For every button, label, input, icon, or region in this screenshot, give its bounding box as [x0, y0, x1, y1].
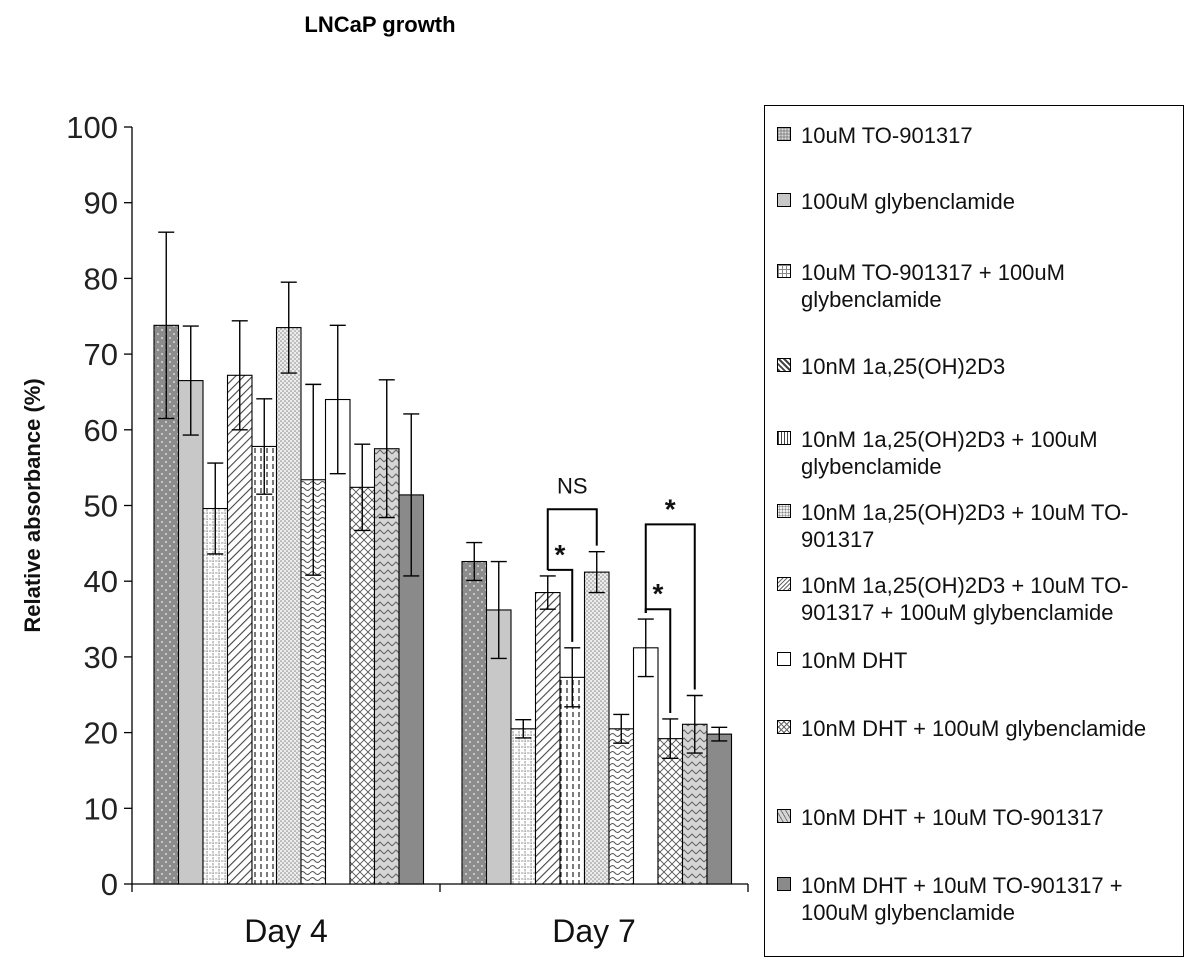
bar-chart: 0 10 20 30 40 50 60 70 80 90 100 Day 4 Day 7 Relative…: [20, 110, 749, 949]
y-tick-label: 60: [84, 413, 118, 448]
bar: [226, 374, 253, 885]
chart-title: LNCaP growth: [304, 12, 456, 37]
bar: [202, 507, 229, 885]
significance-bracket: [546, 508, 598, 570]
legend-swatch: [777, 358, 791, 372]
legend-label: 10nM DHT + 100uM glybenclamide: [801, 716, 1147, 741]
significance-annotations: NS * * *: [546, 473, 696, 713]
significance-label: *: [653, 578, 664, 609]
legend-label: 10nM 1a,25(OH)2D3 + 10uM TO-901317: [801, 500, 1129, 552]
bar: [177, 380, 204, 885]
bar: [706, 733, 733, 885]
legend-label: 10nM DHT + 10uM TO-901317 + 100uM glyben…: [801, 873, 1123, 925]
y-tick-label: 100: [66, 110, 118, 145]
significance-label: *: [555, 539, 566, 570]
y-tick-label: 70: [84, 337, 118, 372]
bar: [349, 486, 376, 885]
bar: [461, 560, 488, 885]
significance-label: *: [665, 493, 676, 524]
bar: [324, 398, 351, 885]
bar: [534, 592, 561, 885]
bar: [510, 728, 537, 885]
bars-group: [153, 324, 733, 885]
legend-swatch: [777, 809, 791, 823]
bar: [657, 738, 684, 885]
bar: [398, 494, 425, 885]
bar: [251, 445, 278, 885]
y-tick-label: 40: [84, 564, 118, 599]
bar: [373, 448, 400, 885]
x-category-label: Day 4: [244, 913, 328, 949]
legend-swatch: [777, 504, 791, 518]
significance-bracket: [644, 608, 672, 713]
significance-bracket: [546, 568, 574, 642]
significance-bracket: [644, 523, 696, 690]
bar: [583, 571, 610, 885]
error-bars-group: [158, 231, 728, 760]
significance-label: NS: [557, 473, 588, 498]
legend-label: 10nM 1a,25(OH)2D3: [801, 354, 1006, 379]
legend-swatch: [777, 264, 791, 278]
y-tick-label: 20: [84, 716, 118, 751]
bar: [275, 327, 302, 885]
y-tick-label: 30: [84, 640, 118, 675]
legend-label: 100uM glybenclamide: [801, 189, 1016, 214]
y-tick-label: 0: [101, 867, 118, 902]
y-axis-label: Relative absorbance (%): [20, 378, 45, 632]
legend: 10uM TO-901317 100uM glybenclamide 10uM TO…: [764, 105, 1184, 957]
bar: [632, 647, 659, 885]
legend-swatch: [777, 720, 791, 734]
y-tick-label: 10: [84, 791, 118, 826]
legend-label: 10uM TO-901317: [801, 123, 973, 148]
axes: 0 10 20 30 40 50 60 70 80 90 100 Day 4 Day 7 Relative…: [20, 110, 749, 949]
legend-swatch: [777, 193, 791, 207]
x-category-label: Day 7: [552, 913, 636, 949]
y-tick-label: 90: [84, 186, 118, 221]
legend-swatch: [777, 877, 791, 891]
legend-swatch: [777, 577, 791, 591]
legend-label: 10nM 1a,25(OH)2D3 + 10uM TO-901317 + 100…: [801, 573, 1129, 625]
y-tick-label: 80: [84, 261, 118, 296]
legend-swatch: [777, 127, 791, 141]
legend-label: 10nM DHT + 10uM TO-901317: [801, 805, 1104, 830]
legend-label: 10nM DHT: [801, 648, 908, 673]
legend-label: 10nM 1a,25(OH)2D3 + 100uM glybenclamide: [801, 427, 1098, 479]
bar: [559, 676, 586, 885]
legend-label: 10uM TO-901317 + 100uM glybenclamide: [801, 260, 1065, 312]
legend-swatch: [777, 652, 791, 666]
bar: [608, 728, 635, 885]
legend-swatch: [777, 431, 791, 445]
y-tick-label: 50: [84, 489, 118, 524]
